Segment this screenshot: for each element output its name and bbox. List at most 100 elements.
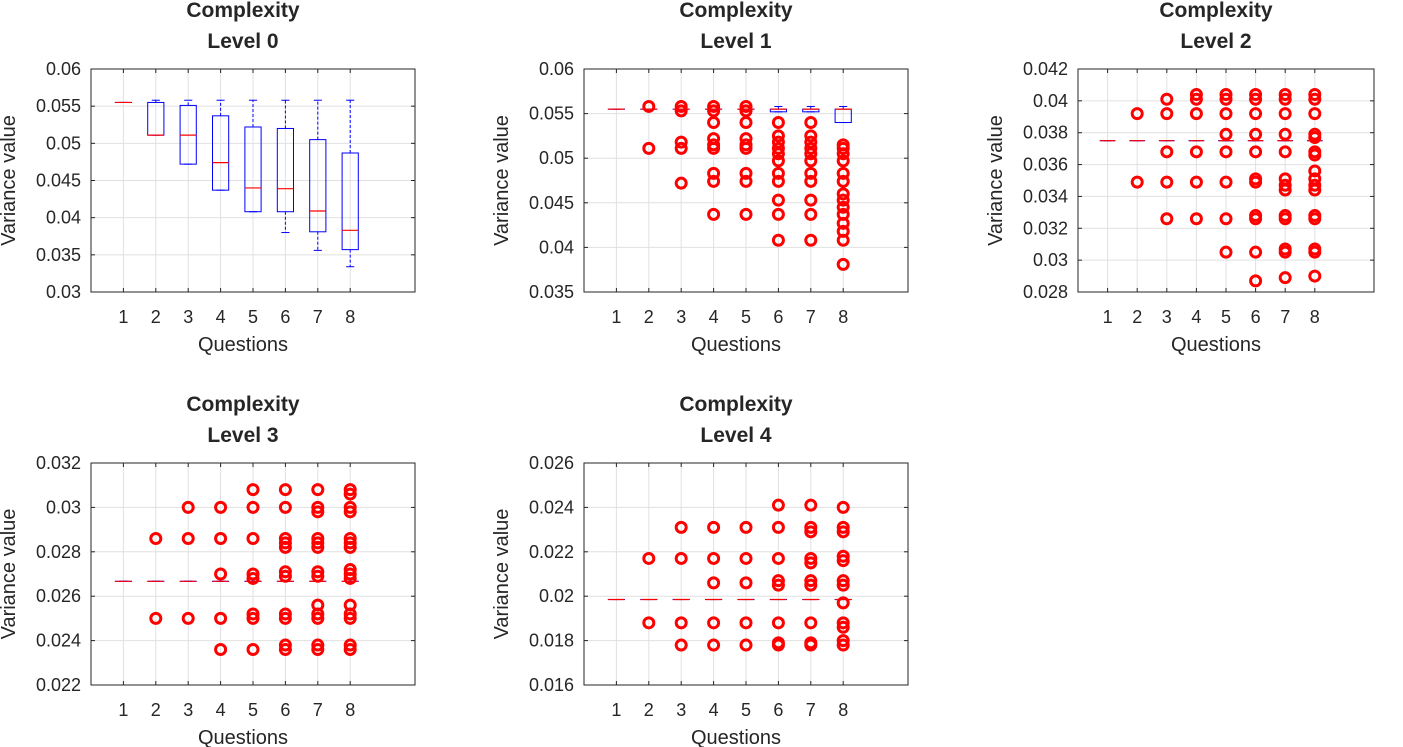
outlier-point xyxy=(214,500,228,514)
box-iqr xyxy=(212,115,230,191)
x-tick-label: 8 xyxy=(345,307,355,327)
outlier-point xyxy=(804,116,818,130)
outlier-point xyxy=(771,498,785,512)
box-iqr xyxy=(309,139,327,233)
outlier-point xyxy=(1219,107,1233,121)
outlier-point xyxy=(674,141,688,155)
y-axis-label: Variance value xyxy=(0,509,20,640)
outlier-point xyxy=(674,104,688,118)
x-tick-label: 7 xyxy=(806,700,816,720)
x-tick-label: 1 xyxy=(1103,307,1113,327)
outlier-point xyxy=(739,116,753,130)
outlier-point xyxy=(674,520,688,534)
outlier-point xyxy=(311,642,325,656)
x-tick-label: 6 xyxy=(280,700,290,720)
box-6 xyxy=(769,105,787,113)
outlier-point xyxy=(1189,145,1203,159)
x-tick-label: 6 xyxy=(280,307,290,327)
outlier-point xyxy=(1278,127,1292,141)
y-tick-label: 0.03 xyxy=(46,497,81,517)
outlier-point xyxy=(836,525,850,539)
outlier-point xyxy=(836,620,850,634)
outlier-point xyxy=(771,174,785,188)
outlier-point xyxy=(1278,245,1292,259)
outlier-point xyxy=(739,141,753,155)
x-tick-label: 4 xyxy=(709,307,719,327)
outlier-point xyxy=(1308,212,1322,226)
outlier-point xyxy=(1308,183,1322,197)
outlier-point xyxy=(771,207,785,221)
y-tick-label: 0.03 xyxy=(46,282,81,302)
chart-title: Complexity xyxy=(679,393,793,416)
outlier-point xyxy=(1160,92,1174,106)
outlier-point xyxy=(246,607,260,621)
chart-panel-1: 0.035 0.04 0.045 0.05 0.055 0.06 1 2 3 4 5 6 7 8 Quest… xyxy=(491,0,909,356)
outlier-point xyxy=(1308,269,1322,283)
x-tick-label: 4 xyxy=(216,307,226,327)
outlier-point xyxy=(246,500,260,514)
y-tick-label: 0.035 xyxy=(36,245,81,265)
x-tick-label: 5 xyxy=(741,307,751,327)
outlier-point xyxy=(771,233,785,247)
outlier-point xyxy=(674,551,688,565)
x-tick-label: 5 xyxy=(741,700,751,720)
outlier-point xyxy=(214,642,228,656)
outlier-point xyxy=(246,567,260,581)
box-iqr xyxy=(244,126,262,213)
chart-title: Complexity xyxy=(186,0,300,22)
outlier-point xyxy=(1219,145,1233,159)
outlier-point xyxy=(1278,178,1292,192)
outlier-point xyxy=(707,174,721,188)
outlier-point xyxy=(1308,178,1322,192)
outlier-point xyxy=(642,616,656,630)
outlier-point xyxy=(804,638,818,652)
outlier-point xyxy=(1219,92,1233,106)
outlier-point xyxy=(343,487,357,501)
x-tick-label: 7 xyxy=(313,700,323,720)
y-tick-label: 0.06 xyxy=(539,59,574,79)
outlier-point xyxy=(707,207,721,221)
x-axis-label: Questions xyxy=(691,334,781,356)
outlier-point xyxy=(804,129,818,143)
outlier-point xyxy=(707,104,721,118)
outlier-point xyxy=(311,500,325,514)
x-axis-label: Questions xyxy=(691,727,781,747)
outlier-point xyxy=(804,141,818,155)
outlier-point xyxy=(739,616,753,630)
outlier-point xyxy=(1278,212,1292,226)
outlier-point xyxy=(1189,107,1203,121)
box-iqr xyxy=(341,152,359,251)
x-tick-label: 2 xyxy=(151,307,161,327)
outlier-point xyxy=(1160,175,1174,189)
x-tick-label: 2 xyxy=(644,307,654,327)
x-tick-label: 8 xyxy=(345,700,355,720)
outlier-point xyxy=(642,99,656,113)
x-tick-label: 2 xyxy=(1132,307,1142,327)
outlier-point xyxy=(836,257,850,271)
y-tick-label: 0.032 xyxy=(36,453,81,473)
outlier-point xyxy=(836,147,850,161)
outlier-point xyxy=(149,531,163,545)
outlier-point xyxy=(1249,212,1263,226)
outlier-point xyxy=(836,166,850,180)
outlier-point xyxy=(804,578,818,592)
outlier-point xyxy=(771,520,785,534)
outlier-point xyxy=(836,141,850,155)
x-tick-label: 7 xyxy=(1280,307,1290,327)
box-3 xyxy=(179,99,197,165)
y-axis-label: Variance value xyxy=(985,115,1007,246)
outlier-point xyxy=(804,166,818,180)
outlier-point xyxy=(674,135,688,149)
chart-subtitle: Level 0 xyxy=(207,30,278,53)
y-tick-label: 0.03 xyxy=(1033,250,1068,270)
chart-panel-4: 0.016 0.018 0.02 0.022 0.024 0.026 1 2 3 4 5 6 7 8 Que… xyxy=(491,393,909,747)
y-tick-label: 0.022 xyxy=(529,542,574,562)
outlier-point xyxy=(1278,183,1292,197)
outlier-point xyxy=(343,642,357,656)
outlier-point xyxy=(311,565,325,579)
outlier-point xyxy=(343,483,357,497)
outlier-point xyxy=(707,116,721,130)
outlier-point xyxy=(836,154,850,168)
outlier-point xyxy=(278,638,292,652)
outlier-point xyxy=(836,574,850,588)
